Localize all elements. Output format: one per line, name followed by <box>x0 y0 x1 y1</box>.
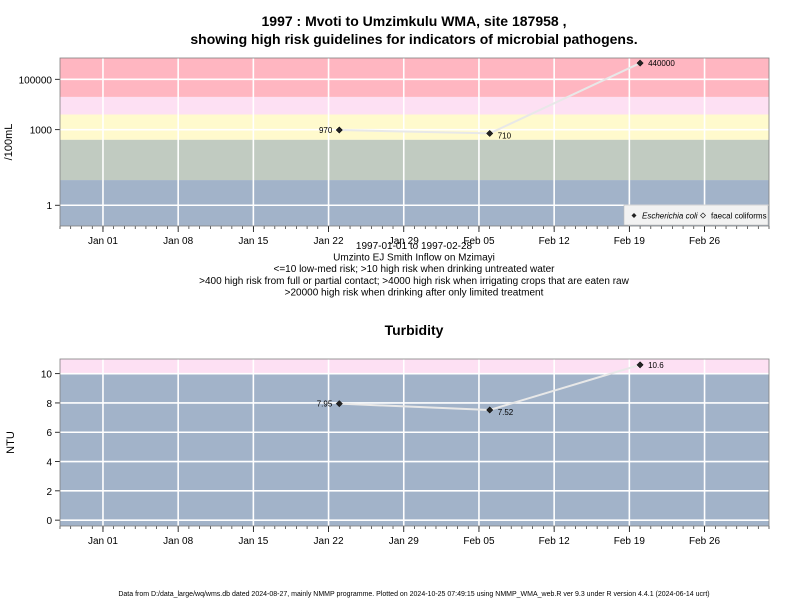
legend-entry-faecal: faecal coliforms <box>711 212 767 221</box>
chart-title: Turbidity <box>385 322 444 338</box>
data-point <box>486 129 494 137</box>
x-tick-label: Feb 19 <box>614 236 646 247</box>
y-tick-label: 100000 <box>19 75 53 86</box>
y-axis-label: NTU <box>5 431 17 454</box>
x-tick-label: Jan 29 <box>389 236 419 247</box>
footer-note: Data from D:/data_large/wq/wms.db dated … <box>118 591 709 598</box>
x-tick-label: Feb 26 <box>689 236 721 247</box>
data-label: 970 <box>319 126 333 135</box>
risk-band-2 <box>60 114 769 140</box>
legend-box <box>623 204 769 226</box>
data-label: 7.95 <box>317 400 333 409</box>
x-tick-label: Feb 12 <box>539 536 571 547</box>
y-tick-label: 1 <box>46 201 52 212</box>
y-tick-label: 2 <box>46 487 52 498</box>
x-tick-label: Feb 05 <box>463 536 495 547</box>
ecoli-panel: 1997 : Mvoti to Umzimkulu WMA, site 1879… <box>3 13 770 298</box>
subtitle-line-0: 1997-01-01 to 1997-02-28 <box>356 241 473 252</box>
risk-band-0 <box>60 373 769 526</box>
plot-frame <box>59 57 770 227</box>
legend-entry-ecoli: Escherichia coli <box>642 212 698 221</box>
y-tick-label: 10 <box>41 370 53 381</box>
data-point <box>335 400 343 408</box>
x-tick-label: Jan 01 <box>88 536 118 547</box>
risk-band-1 <box>60 359 769 374</box>
x-tick-label: Jan 01 <box>88 236 118 247</box>
y-tick-label: 4 <box>46 458 52 469</box>
data-label: 7.52 <box>498 408 514 417</box>
subtitle-line-2: <=10 low-med risk; >10 high risk when dr… <box>274 264 556 275</box>
y-axis-label: /100mL <box>3 124 15 161</box>
data-point <box>486 406 494 414</box>
data-point <box>636 59 644 67</box>
x-tick-label: Jan 15 <box>238 536 268 547</box>
legend-marker-ecoli <box>631 213 637 218</box>
y-tick-label: 8 <box>46 399 52 410</box>
data-point <box>636 361 644 369</box>
data-point <box>335 126 343 134</box>
chart-title-line-2: showing high risk guidelines for indicat… <box>190 31 637 47</box>
legend: Escherichia coli faecal coliforms <box>623 204 769 226</box>
risk-band-3 <box>60 96 769 115</box>
x-tick-label: Feb 05 <box>463 236 495 247</box>
turbidity-panel: Turbidity Jan 01 Jan 08 Jan 15 Jan 22 Jan 29 F… <box>5 322 770 547</box>
x-tick-label: Jan 22 <box>314 536 344 547</box>
x-tick-label: Jan 08 <box>163 536 193 547</box>
x-tick-label: Feb 19 <box>614 536 646 547</box>
subtitle-line-4: >20000 high risk when drinking after onl… <box>285 287 544 298</box>
subtitle-line-3: >400 high risk from full or partial cont… <box>199 276 629 287</box>
data-label: 440000 <box>648 59 675 68</box>
x-tick-label: Jan 29 <box>389 536 419 547</box>
y-tick-label: 1000 <box>30 126 53 137</box>
legend-marker-faecal <box>700 212 706 219</box>
y-tick-label: 6 <box>46 428 52 439</box>
risk-band-1 <box>60 139 769 181</box>
x-tick-label: Feb 12 <box>539 236 571 247</box>
data-label: 10.6 <box>648 361 664 370</box>
data-label: 710 <box>498 131 512 140</box>
plot-frame <box>59 358 770 527</box>
x-tick-label: Jan 22 <box>314 236 344 247</box>
chart-title: 1997 : Mvoti to Umzimkulu WMA, site 1879… <box>262 13 567 29</box>
x-tick-label: Feb 26 <box>689 536 721 547</box>
x-tick-label: Jan 15 <box>238 236 268 247</box>
y-tick-label: 0 <box>46 516 52 527</box>
subtitle-line-1: Umzinto EJ Smith Inflow on Mzimayi <box>333 253 495 264</box>
x-tick-label: Jan 08 <box>163 236 193 247</box>
